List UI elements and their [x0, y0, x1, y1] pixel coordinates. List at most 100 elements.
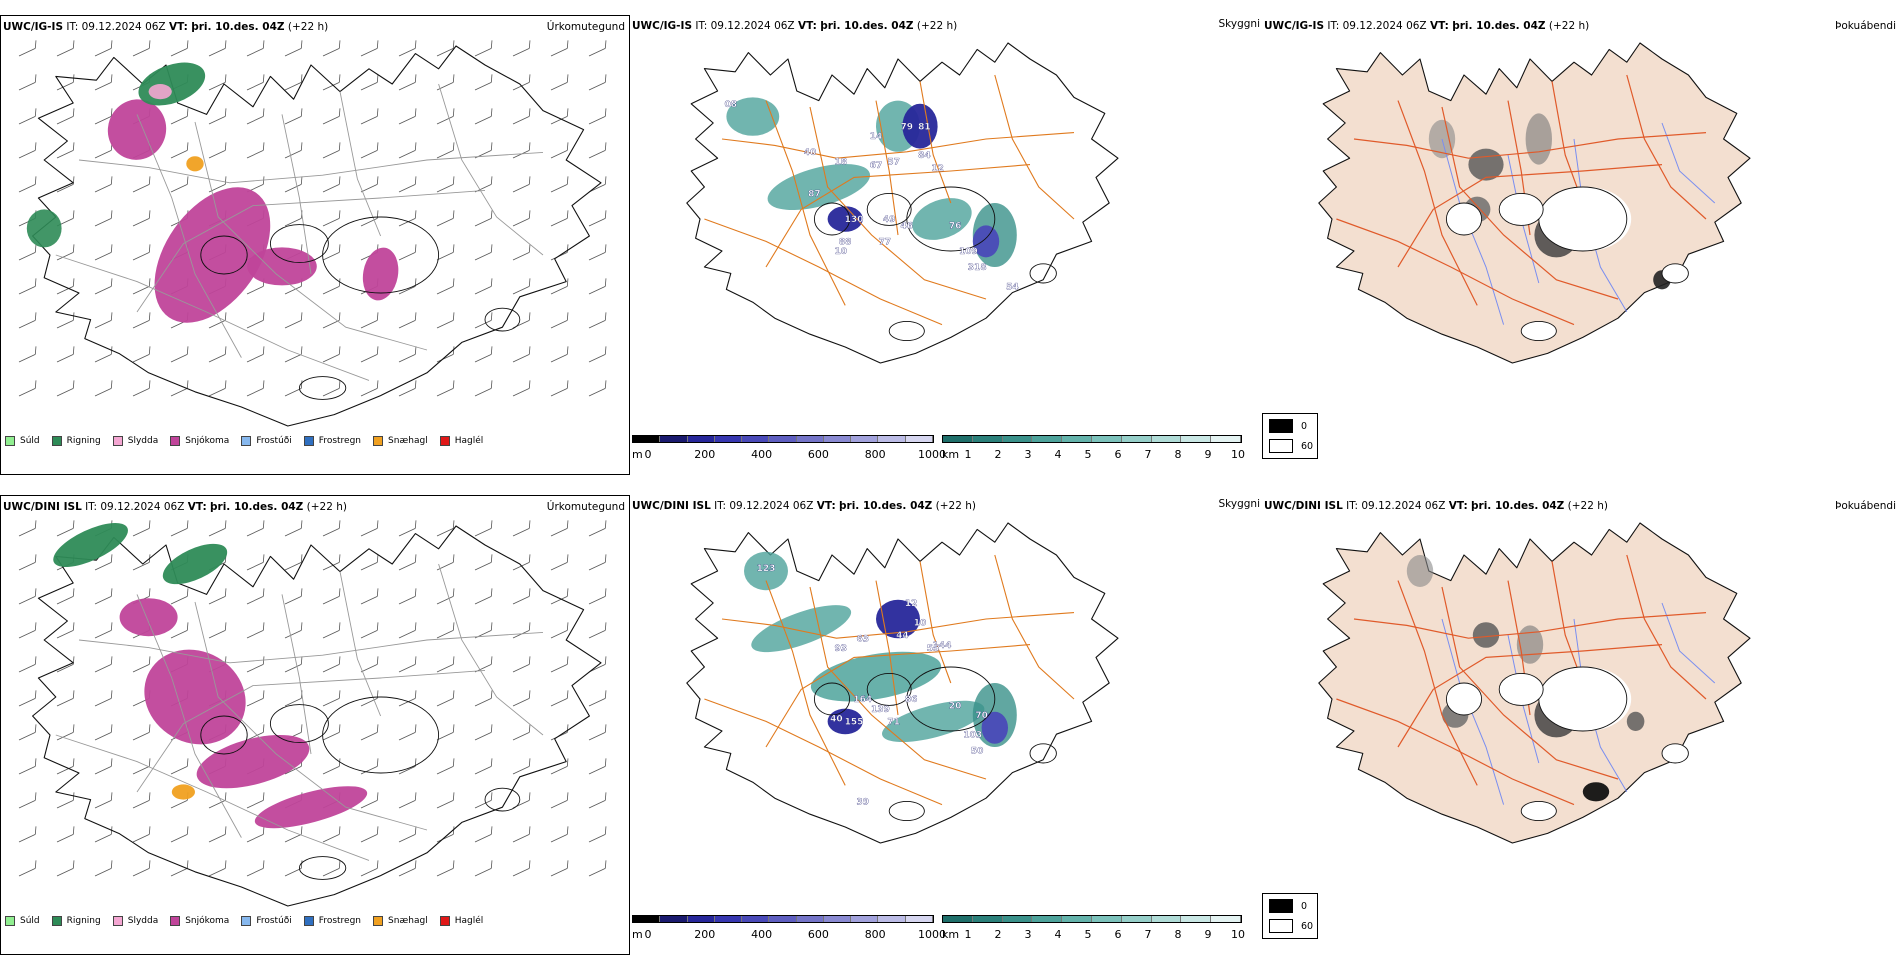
ceiling-value-label: 44: [896, 631, 909, 641]
wind-barb: [284, 142, 303, 159]
wind-barb: [94, 312, 113, 329]
wind-barb: [246, 588, 265, 605]
wind-barb: [588, 622, 607, 639]
wind-barb: [56, 826, 75, 843]
cloud-area: [827, 708, 863, 735]
wind-barb: [474, 176, 493, 193]
precip-legend: Súld Rigning Slydda Snjókoma Frostúði Frostre…: [5, 436, 483, 446]
wind-barb: [246, 346, 265, 363]
colorbar-segment: [1121, 436, 1152, 442]
ceiling-value-label: 49: [883, 215, 896, 225]
wind-barb: [132, 278, 151, 295]
ceiling-value-label: 77: [879, 238, 892, 248]
glacier-outline: [1498, 672, 1544, 706]
wind-barb: [550, 554, 569, 571]
road: [994, 74, 1075, 220]
road: [1441, 586, 1619, 780]
fog-area: [1468, 148, 1504, 181]
wind-barb: [246, 656, 265, 673]
colorbar-segment: [1032, 436, 1063, 442]
legend-label: Rigning: [66, 916, 101, 926]
precip-legend-item: Haglél: [439, 436, 483, 446]
legend-label: Frostúði: [256, 436, 292, 446]
wind-barb: [284, 108, 303, 125]
ceiling-value-label: 12: [905, 599, 918, 609]
wind-barb: [474, 690, 493, 707]
wind-barb: [56, 278, 75, 295]
colorbar-tick-label: 5: [1084, 448, 1092, 461]
colorbar-tick-label: 1: [964, 448, 972, 461]
ceiling-visibility-panel-row1: UWC/IG-IS IT: 09.12.2024 06Z VT: þri. 10…: [630, 15, 1260, 475]
legend-label: Frostúði: [256, 916, 292, 926]
wind-barb: [94, 108, 113, 125]
wind-barb: [18, 380, 37, 397]
road: [765, 164, 1031, 268]
glacier-outline: [484, 787, 521, 812]
ceiling-value-label: 164: [853, 695, 872, 705]
road: [704, 218, 943, 326]
wind-barb: [94, 244, 113, 261]
wind-barb: [398, 40, 417, 57]
wind-barb: [436, 758, 455, 775]
wind-barb: [474, 792, 493, 809]
legend-swatch: [5, 916, 15, 926]
wind-barb: [436, 520, 455, 537]
colorbar-tick-label: 600: [807, 928, 829, 941]
legend-label: Snjókoma: [185, 916, 230, 926]
road: [136, 669, 486, 793]
colorbar-tick-label: 4: [1054, 448, 1062, 461]
colorbar-segment: [1151, 916, 1182, 922]
colorbar-tick-label: 7: [1144, 448, 1152, 461]
wind-barb: [322, 40, 341, 57]
wind-barb: [170, 40, 189, 57]
wind-barb: [322, 622, 341, 639]
wind-barb: [588, 210, 607, 227]
precip-area: [154, 187, 271, 323]
wind-barb: [588, 74, 607, 91]
colorbar-tick-label: 2: [994, 448, 1002, 461]
glacier-outline: [1445, 202, 1483, 236]
wind-barb: [132, 176, 151, 193]
colorbar-segment: [972, 436, 1003, 442]
ceiling-value-label: 103: [963, 730, 982, 740]
colorbar-tick-label: 10: [1231, 928, 1245, 941]
wind-barb: [436, 554, 455, 571]
glacier-outline: [1520, 320, 1557, 342]
cloud-area: [767, 163, 871, 211]
glacier-outline: [484, 307, 521, 332]
fog-area: [1525, 113, 1552, 165]
wind-barb: [550, 792, 569, 809]
wind-barb: [360, 74, 379, 91]
wind-barb: [512, 74, 531, 91]
fog-area: [1626, 711, 1645, 731]
glacier-outline: [866, 192, 912, 226]
colorbar-segment: [905, 916, 933, 922]
precip-legend: Súld Rigning Slydda Snjókoma Frostúði Frostre…: [5, 916, 483, 926]
wind-barb: [398, 278, 417, 295]
colorbar-tick-label: 1: [964, 928, 972, 941]
wind-barb: [474, 108, 493, 125]
colorbar-segment: [796, 436, 824, 442]
wind-barb: [18, 860, 37, 877]
colorbar-segment: [1151, 436, 1182, 442]
wind-barb: [398, 312, 417, 329]
wind-barb: [56, 520, 75, 537]
colorbar-segment: [633, 916, 661, 922]
wind-barb: [512, 142, 531, 159]
legend-swatch: [112, 916, 123, 926]
wind-barb: [550, 860, 569, 877]
road: [994, 554, 1075, 700]
wind-barb: [322, 520, 341, 537]
wind-barb: [550, 176, 569, 193]
wind-barb: [550, 690, 569, 707]
ceiling-value-label: 144: [933, 641, 952, 651]
ceiling-value-label: 155: [845, 718, 864, 728]
wind-barb: [208, 312, 227, 329]
precip-legend-item: Snæhagl: [373, 436, 428, 446]
colorbar-segment: [823, 436, 852, 442]
wind-barb: [512, 380, 531, 397]
precip-area: [171, 784, 195, 800]
colorbar-segment: [943, 436, 973, 442]
colorbar-segment: [851, 436, 879, 442]
